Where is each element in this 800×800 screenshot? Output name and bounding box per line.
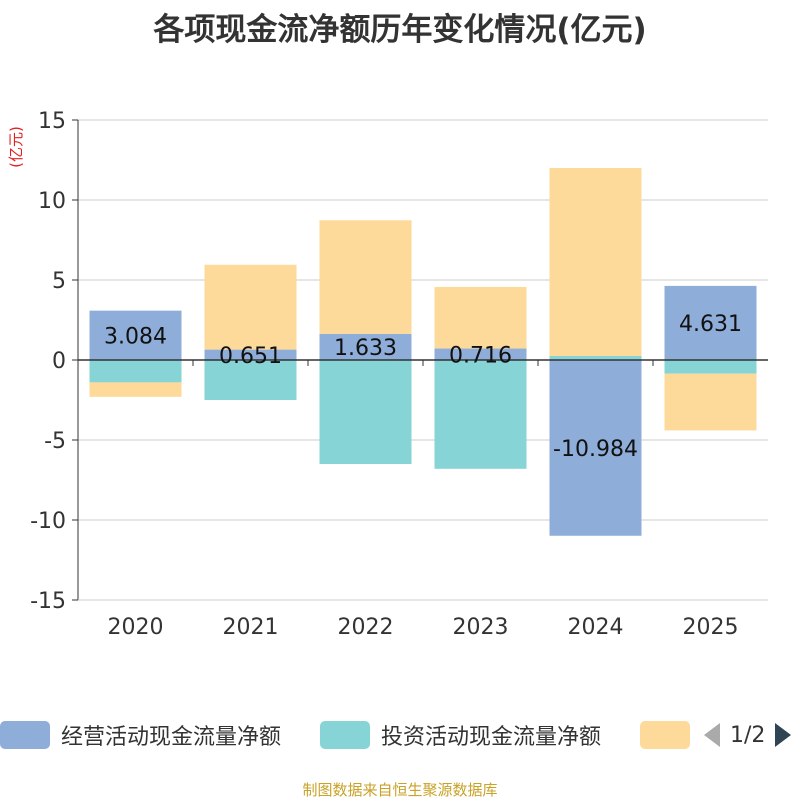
x-tick-label-2020: 2020 [108,615,164,640]
y-tick-label: 5 [52,269,66,294]
bar-2024-series-1 [549,356,642,360]
bar-2024-series-2 [549,168,642,356]
pager-prev-icon[interactable] [702,721,722,749]
bar-2023-series-2 [434,286,527,349]
bar-2023-series-1 [434,360,527,469]
legend-item-operating[interactable]: 经营活动现金流量净额 [0,720,281,750]
data-label-2024: -10.984 [553,437,638,462]
source-note: 制图数据来自恒生聚源数据库 [302,781,498,799]
legend-swatch-financing [640,721,690,749]
y-tick-label: 0 [52,349,66,374]
pager-page-indicator: 1/2 [730,722,766,748]
data-label-2021: 0.651 [219,344,282,369]
x-tick-label-2023: 2023 [453,615,509,640]
bar-2021-series-0 [204,349,297,360]
bar-2024-series-0 [549,360,642,536]
bar-2022-series-0 [319,333,412,360]
legend-swatch-investing [320,721,370,749]
bar-2020-series-2 [89,382,182,397]
bar-2022-series-1 [319,360,412,464]
x-tick-label-2024: 2024 [568,615,624,640]
y-tick-label: -5 [44,429,66,454]
y-tick-label: -10 [30,509,66,534]
y-tick-label: 15 [38,109,66,134]
chart-title: 各项现金流净额历年变化情况(亿元) [153,12,647,48]
bar-2025-series-0 [664,285,757,360]
bar-2021-series-1 [204,360,297,400]
x-tick-label-2021: 2021 [223,615,279,640]
data-labels: 3.084 0.651 1.633 0.716 -10.984 4.631 [104,312,742,462]
data-label-2023: 0.716 [449,343,512,368]
x-tick-label-2025: 2025 [683,615,739,640]
bar-2023-series-0 [434,348,527,360]
legend-label-investing: 投资活动现金流量净额 [381,725,602,750]
pager-next-icon[interactable] [773,721,793,749]
legend-item-financing[interactable] [640,720,701,750]
bar-layer [89,168,757,536]
bar-2025-series-1 [664,360,757,374]
legend-swatch-operating [0,721,50,749]
bar-2020-series-1 [89,360,182,383]
bar-2020-series-0 [89,310,182,360]
bar-2021-series-2 [204,264,297,350]
data-label-2020: 3.084 [104,324,167,349]
bar-2022-series-2 [319,220,412,334]
legend-label-operating: 经营活动现金流量净额 [61,725,282,750]
data-label-2022: 1.633 [334,336,397,361]
data-label-2025: 4.631 [679,312,742,337]
y-tick-label: -15 [30,589,66,614]
y-tick-label: 10 [38,189,66,214]
axes: 15 10 5 0 -5 -10 -15 2020 2021 2022 2023 2024 2025 [30,109,768,640]
x-tick-label-2022: 2022 [338,615,394,640]
legend-pager: 1/2 [702,720,793,750]
legend-item-investing[interactable]: 投资活动现金流量净额 [320,720,601,750]
bar-2025-series-2 [664,373,757,431]
y-axis-unit-label: (亿元) [7,126,25,168]
